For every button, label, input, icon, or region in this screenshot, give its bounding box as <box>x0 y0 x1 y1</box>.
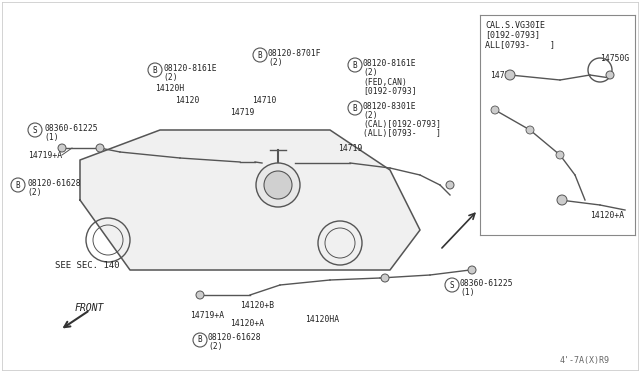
Text: B: B <box>258 51 262 60</box>
Text: S: S <box>450 280 454 289</box>
Text: 14120+A: 14120+A <box>590 211 624 219</box>
Circle shape <box>96 144 104 152</box>
Text: (FED,CAN): (FED,CAN) <box>363 77 407 87</box>
Circle shape <box>256 163 300 207</box>
Text: 4'-7A(X)R9: 4'-7A(X)R9 <box>560 356 610 365</box>
Text: 08360-61225: 08360-61225 <box>44 124 98 132</box>
Text: [0192-0793]: [0192-0793] <box>363 87 417 96</box>
Text: 14719: 14719 <box>338 144 362 153</box>
Text: B: B <box>353 103 357 112</box>
Text: SEE SEC. 140: SEE SEC. 140 <box>55 260 120 269</box>
Text: 08120-61628: 08120-61628 <box>27 179 81 187</box>
Circle shape <box>446 181 454 189</box>
Text: 08120-8301E: 08120-8301E <box>363 102 417 110</box>
Circle shape <box>196 291 204 299</box>
Text: 14719+A: 14719+A <box>190 311 224 320</box>
Circle shape <box>505 70 515 80</box>
Circle shape <box>381 274 389 282</box>
Text: 08120-61628: 08120-61628 <box>208 334 262 343</box>
Text: (ALL)[0793-    ]: (ALL)[0793- ] <box>363 128 441 138</box>
Text: 14719: 14719 <box>230 108 254 116</box>
Text: B: B <box>153 65 157 74</box>
Text: (CAL)[0192-0793]: (CAL)[0192-0793] <box>363 119 441 128</box>
Circle shape <box>557 195 567 205</box>
Circle shape <box>264 171 292 199</box>
Text: (2): (2) <box>163 73 178 81</box>
Text: ALL[0793-    ]: ALL[0793- ] <box>485 41 555 49</box>
Text: 14120+A: 14120+A <box>230 320 264 328</box>
Text: [0192-0793]: [0192-0793] <box>485 31 540 39</box>
Text: (1): (1) <box>44 132 59 141</box>
Text: 08360-61225: 08360-61225 <box>460 279 514 288</box>
Text: 14719+A: 14719+A <box>28 151 62 160</box>
Text: (2): (2) <box>268 58 283 67</box>
Circle shape <box>606 71 614 79</box>
Text: CAL.S.VG30IE: CAL.S.VG30IE <box>485 20 545 29</box>
Text: 14120H: 14120H <box>155 83 184 93</box>
Text: (2): (2) <box>27 187 42 196</box>
Text: 14120HA: 14120HA <box>305 315 339 324</box>
Text: 14120: 14120 <box>175 96 200 105</box>
Polygon shape <box>80 130 420 270</box>
Text: FRONT: FRONT <box>75 303 104 313</box>
Circle shape <box>526 126 534 134</box>
Text: 14120+B: 14120+B <box>240 301 274 310</box>
Text: (2): (2) <box>363 110 378 119</box>
Text: 14730: 14730 <box>490 71 515 80</box>
Circle shape <box>468 266 476 274</box>
Circle shape <box>491 106 499 114</box>
Text: 08120-8161E: 08120-8161E <box>363 58 417 67</box>
Text: (2): (2) <box>208 343 223 352</box>
Text: 14750G: 14750G <box>600 54 629 62</box>
Circle shape <box>58 144 66 152</box>
Text: 08120-8161E: 08120-8161E <box>163 64 216 73</box>
Circle shape <box>556 151 564 159</box>
Text: (2): (2) <box>363 67 378 77</box>
Text: 14710: 14710 <box>252 96 276 105</box>
Text: B: B <box>16 180 20 189</box>
Text: 08120-8701F: 08120-8701F <box>268 48 322 58</box>
Text: B: B <box>353 61 357 70</box>
Text: S: S <box>33 125 37 135</box>
Text: B: B <box>198 336 202 344</box>
Text: (1): (1) <box>460 288 475 296</box>
